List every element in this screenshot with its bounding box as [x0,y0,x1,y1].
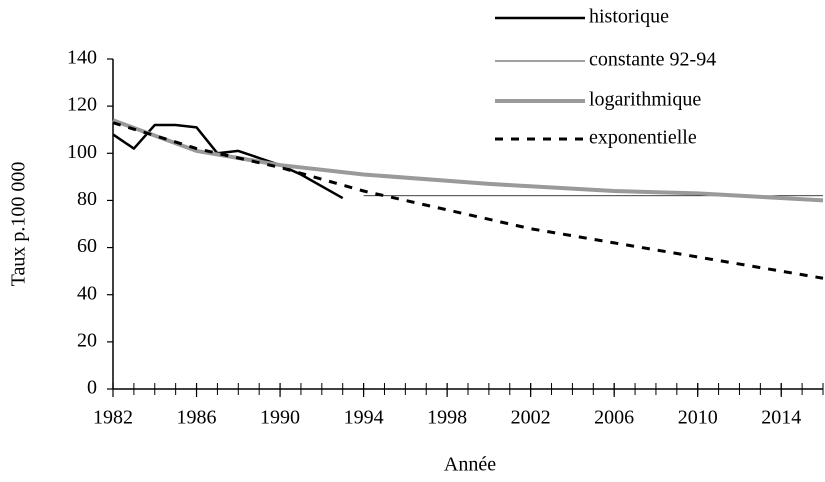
y-tick-label: 140 [67,47,97,69]
y-tick-label: 60 [77,235,97,257]
line [112,118,824,203]
x-tick-label: 2010 [678,407,718,429]
y-tick-label: 40 [77,282,97,304]
legend-label: historique [589,6,669,28]
x-tick-label: 2002 [511,407,551,429]
line [112,123,344,200]
x-axis-label: Année [444,454,496,476]
line [112,121,824,280]
y-tick-label: 100 [67,141,97,163]
x-tick-label: 1990 [260,407,300,429]
x-tick-label: 1986 [177,407,217,429]
x-tick-label: 1982 [93,407,133,429]
x-tick-label: 2006 [594,407,634,429]
y-tick-label: 0 [87,377,97,399]
x-tick-label: 1994 [344,407,384,429]
y-axis-label: Taux p.100 000 [8,162,30,287]
legend-label: constante 92-94 [589,49,716,71]
x-tick-label: 2014 [761,407,801,429]
x-tick-label: 1998 [427,407,467,429]
y-tick-label: 80 [77,188,97,210]
y-tick-label: 20 [77,329,97,351]
y-tick-label: 120 [67,94,97,116]
legend-label: logarithmique [589,89,701,111]
legend-label: exponentielle [589,127,697,149]
